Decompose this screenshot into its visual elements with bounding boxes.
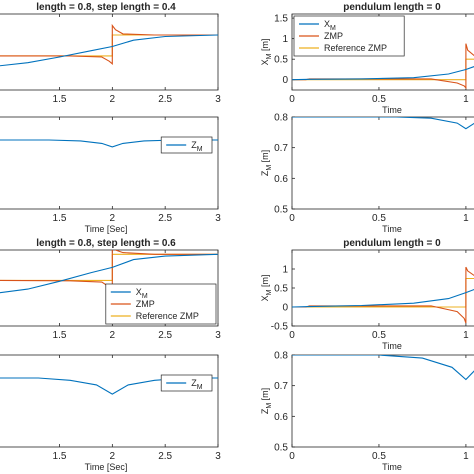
x-axis-label: Time — [382, 341, 402, 351]
axes-box — [291, 354, 474, 448]
y-tick-label: 0.7 — [274, 381, 288, 392]
x-tick-label: 2.5 — [158, 94, 172, 105]
x-tick-label: 2.5 — [158, 330, 172, 341]
y-tick-label: 0.8 — [274, 351, 288, 362]
x-tick-label: 1.5 — [53, 451, 67, 462]
x-axis-label: Time — [382, 224, 402, 234]
y-tick-label: 0.6 — [274, 412, 288, 423]
panel-p1: 1.5 2 2.5 3 length = 0.8, step length = 0.4 — [0, 2, 221, 105]
x-tick-label: 3 — [215, 451, 221, 462]
x-tick-label: 2 — [110, 330, 116, 341]
legend-label: XM — [136, 287, 148, 300]
x-tick-label: 0 — [289, 451, 295, 462]
panel-p5: 1.5 2 2.5 3 length = 0.8, step length = 0.6 X… — [0, 238, 221, 341]
y-tick-label: 0.7 — [274, 143, 288, 154]
y-tick-label: 0.5 — [274, 284, 288, 295]
plot-title: pendulum length = 0 — [343, 2, 441, 13]
legend-label: ZMP — [136, 299, 155, 309]
y-tick-label: 0 — [282, 75, 288, 86]
y-tick-label: 0.5 — [274, 55, 288, 66]
axes-box — [0, 13, 219, 91]
series-line-zm — [292, 117, 474, 130]
y-tick-label: 1 — [282, 34, 288, 45]
x-axis-label: Time [Sec] — [85, 462, 128, 472]
y-tick-label: 0.8 — [274, 113, 288, 124]
y-tick-label: 1 — [282, 265, 288, 276]
axes-box — [0, 354, 219, 448]
axes-box — [291, 249, 474, 327]
y-tick-label: -0.5 — [271, 322, 289, 333]
panel-p2: 0 0.5 1 0 0.5 1 1.5 pendulum length = 0 Time XM [… — [260, 2, 474, 115]
x-axis-label: Time — [382, 105, 402, 115]
legend: ZM — [160, 374, 213, 392]
x-tick-label: 3 — [215, 330, 221, 341]
axes-box — [291, 116, 474, 210]
legend-box — [293, 15, 405, 57]
legend: ZM — [160, 136, 213, 154]
series-line-xm — [292, 66, 474, 81]
x-tick-label: 0.5 — [372, 94, 386, 105]
series-line-xm — [0, 253, 218, 294]
series-line-zmp — [0, 250, 218, 293]
x-tick-label: 0.5 — [372, 213, 386, 224]
plot-title: pendulum length = 0 — [343, 238, 441, 249]
x-tick-label: 1 — [463, 451, 469, 462]
panel-p3: 1.5 2 2.5 3 Time [Sec] ZM — [0, 116, 221, 234]
x-tick-label: 0 — [289, 94, 295, 105]
legend-box — [160, 136, 213, 154]
x-axis-label: Time — [382, 462, 402, 472]
x-tick-label: 0 — [289, 330, 295, 341]
axes-box — [0, 116, 219, 210]
x-tick-label: 3 — [215, 213, 221, 224]
legend-box — [160, 374, 213, 392]
legend-label: Reference ZMP — [136, 311, 199, 321]
series-line-xm — [292, 288, 474, 308]
x-axis-label: Time [Sec] — [85, 224, 128, 234]
x-tick-label: 2.5 — [158, 213, 172, 224]
x-tick-label: 0.5 — [372, 451, 386, 462]
legend-label: ZM — [191, 378, 203, 391]
x-tick-label: 1 — [463, 330, 469, 341]
x-tick-label: 1 — [463, 213, 469, 224]
y-tick-label: 1.5 — [274, 14, 288, 25]
y-tick-label: 0.5 — [274, 205, 288, 216]
x-tick-label: 0.5 — [372, 330, 386, 341]
y-tick-label: 0.5 — [274, 443, 288, 454]
legend-label: ZMP — [324, 31, 343, 41]
y-axis-label: ZM [m] — [260, 150, 273, 176]
x-tick-label: 0 — [289, 213, 295, 224]
x-tick-label: 1 — [463, 94, 469, 105]
series-line-zmp — [0, 23, 218, 65]
x-tick-label: 2.5 — [158, 451, 172, 462]
x-tick-label: 2 — [110, 94, 116, 105]
x-tick-label: 3 — [215, 94, 221, 105]
x-tick-label: 1.5 — [53, 94, 67, 105]
plot-title: length = 0.8, step length = 0.4 — [36, 2, 176, 13]
legend-label: Reference ZMP — [324, 43, 387, 53]
y-axis-label: XM [m] — [260, 275, 273, 302]
y-tick-label: 0 — [282, 303, 288, 314]
y-tick-label: 0.6 — [274, 174, 288, 185]
plot-title: length = 0.8, step length = 0.6 — [36, 238, 176, 249]
legend-label: XM — [324, 19, 336, 32]
x-tick-label: 1.5 — [53, 330, 67, 341]
y-axis-label: XM [m] — [260, 39, 273, 66]
x-tick-label: 1.5 — [53, 213, 67, 224]
series-line-zm — [292, 355, 474, 381]
y-axis-label: ZM [m] — [260, 388, 273, 414]
series-line-xm — [0, 34, 218, 67]
x-tick-label: 2 — [110, 451, 116, 462]
panel-p7: 1.5 2 2.5 3 Time [Sec] ZM — [0, 354, 221, 472]
legend-label: ZM — [191, 140, 203, 153]
x-tick-label: 2 — [110, 213, 116, 224]
